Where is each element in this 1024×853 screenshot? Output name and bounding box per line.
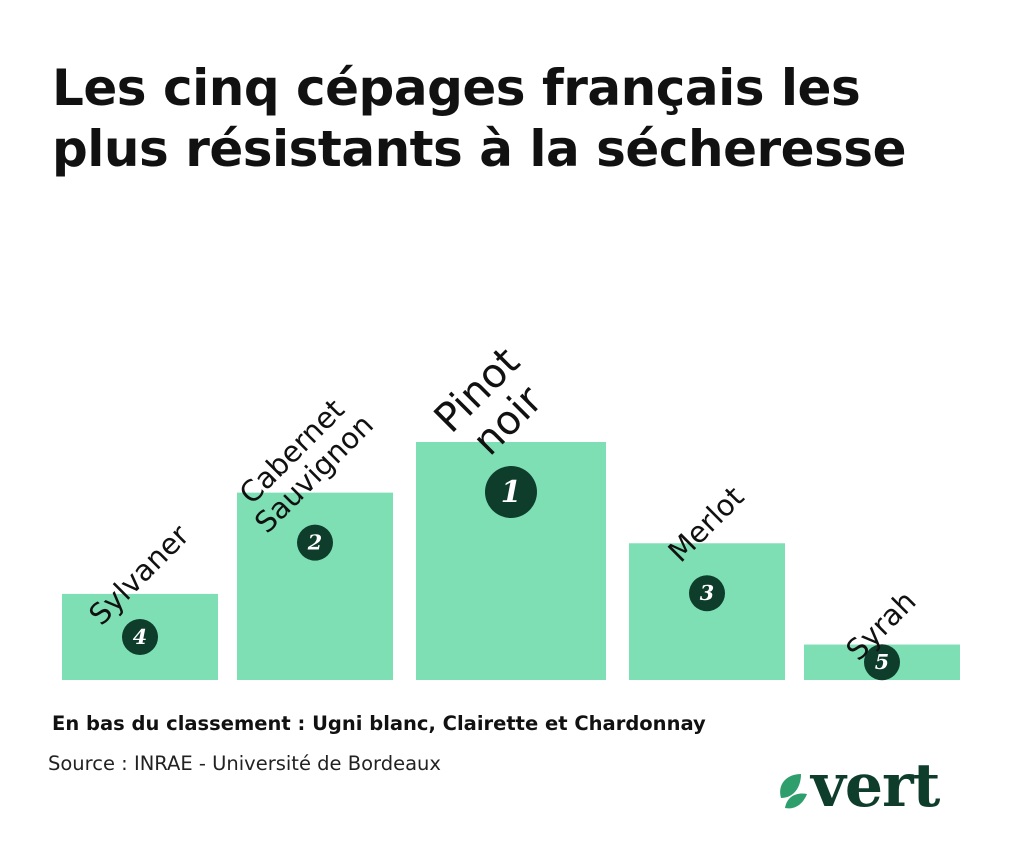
rank-badge-4 xyxy=(689,575,725,612)
footnote: En bas du classement : Ugni blanc, Clair… xyxy=(52,712,706,735)
source-note: Source : INRAE - Université de Bordeaux xyxy=(48,752,441,775)
leaf-icon xyxy=(780,774,807,809)
rank-number-3: 1 xyxy=(501,475,522,510)
rank-badge-1 xyxy=(122,618,158,655)
rank-number-4: 3 xyxy=(700,581,714,605)
bar-2 xyxy=(237,492,393,680)
rank-badge-2 xyxy=(297,524,333,561)
bar-4 xyxy=(629,543,785,680)
rank-number-2: 2 xyxy=(307,530,322,554)
chart-title: Les cinq cépages français les plus résis… xyxy=(52,58,1002,180)
rank-number-1: 4 xyxy=(133,625,147,649)
title-line-1: Les cinq cépages français les xyxy=(52,59,861,117)
title-line-2: plus résistants à la sécheresse xyxy=(52,120,906,178)
rank-number-5: 5 xyxy=(875,650,889,674)
rank-badge-5 xyxy=(864,644,900,681)
rank-badge-3 xyxy=(485,466,537,518)
brand-wordmark: vert xyxy=(809,754,941,814)
vert-logo: vert xyxy=(780,754,942,814)
